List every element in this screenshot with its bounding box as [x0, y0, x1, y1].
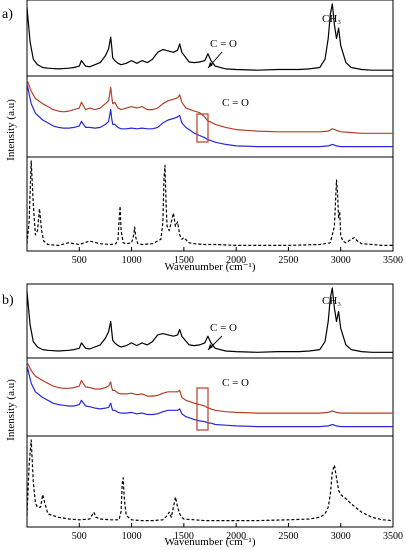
panel-b-xlabel: Wavenumber (cm⁻¹): [165, 536, 256, 548]
panel-a-ticks-layer: 500 1000 1500 2000 2500 3000 3500: [72, 247, 403, 266]
panel-a-x-tick-label-1500: 1500: [174, 255, 194, 266]
panel-b-x-tick-label-2500: 2500: [278, 531, 298, 542]
panel-a-frame: [26, 0, 394, 252]
panel-b-x-tick-label-1500: 1500: [174, 531, 194, 542]
panel-a-x-tick-label-3000: 3000: [331, 255, 351, 266]
panel-a-subplot-1-series-1: [26, 3, 393, 71]
panel-a-x-tick-label-2000: 2000: [226, 255, 246, 266]
panel-b-frame: [26, 283, 394, 528]
panel-b-co-arrow-label: C = O: [210, 322, 237, 334]
panel-a-x-tick-label-500: 500: [72, 255, 87, 266]
panel-a-co-box-label: C = O: [222, 97, 249, 109]
panel-a-x-tick-label-2500: 2500: [278, 255, 298, 266]
panel-b-x-tick-label-2000: 2000: [226, 531, 246, 542]
panel-a-subplot-2-series-2: [26, 83, 393, 148]
panel-b-series-layer: [26, 287, 394, 522]
panel-b-subplot-2-series-1: [26, 361, 393, 414]
panel-a-co-arrow-label: C = O: [210, 38, 237, 50]
panel-a-subplot-2-series-1: [26, 79, 393, 134]
panel-a-co-highlight-box: [196, 113, 209, 143]
panel-b-x-tick-label-500: 500: [72, 531, 87, 542]
panel-a-x-tick-label-1000: 1000: [122, 255, 142, 266]
panel-a-letter: a): [2, 7, 13, 22]
panel-b-ticks-layer: 500 1000 1500 2000 2500 3000 3500: [72, 523, 403, 542]
panel-b-x-tick-label-3500: 3500: [383, 531, 403, 542]
panel-b-x-tick-label-3000: 3000: [331, 531, 351, 542]
panel-b: b) 500 1000 1500 2000 2500 3000 3500 Intensity…: [2, 283, 403, 548]
panel-b-letter: b): [2, 293, 14, 308]
panel-b-subplot-3-series-1: [26, 439, 394, 522]
panel-b-x-tick-label-1000: 1000: [122, 531, 142, 542]
panel-a-xlabel: Wavenumber (cm⁻¹): [165, 261, 256, 273]
panel-a-x-tick-label-3500: 3500: [383, 255, 403, 266]
panel-a-annotations: CH₃ C = O C = O: [196, 13, 341, 143]
panel-b-co-arrowhead: [208, 344, 213, 350]
panel-a-ylabel: Intensity (a.u): [5, 99, 17, 161]
panel-b-co-highlight-box: [196, 387, 209, 431]
panel-a-co-arrowhead: [208, 62, 213, 68]
panel-b-subplot-2-series-2: [26, 365, 393, 428]
panel-a-ch3-label: CH₃: [322, 13, 341, 25]
panel-a-subplot-3-series-1: [26, 160, 393, 246]
panel-b-ylabel: Intensity (a.u): [5, 379, 17, 441]
panel-a: a) 500 1000 1500 2000 2500 3000 3500 Intensity…: [2, 0, 403, 273]
panel-b-subplot-1-series-1: [26, 287, 393, 353]
panel-a-series-layer: [26, 3, 393, 246]
panel-b-co-box-label: C = O: [222, 377, 249, 389]
panel-b-annotations: CH₃ C = O C = O: [196, 295, 341, 431]
panel-b-ch3-label: CH₃: [322, 295, 341, 307]
